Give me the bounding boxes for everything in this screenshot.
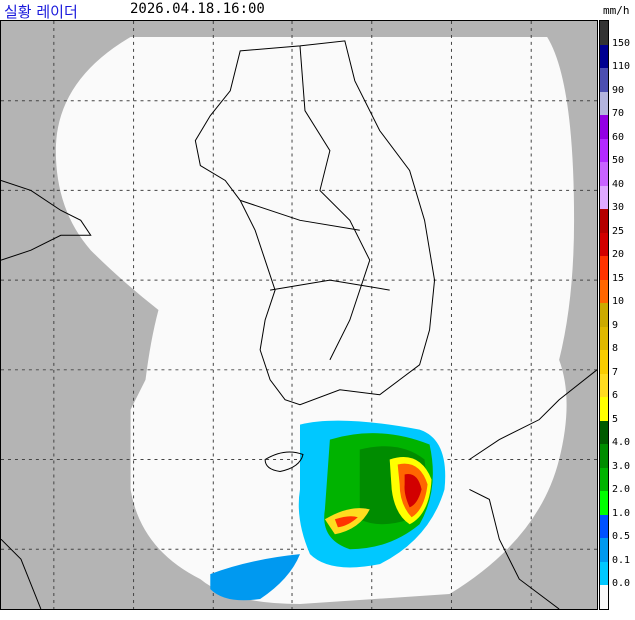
legend-swatch — [600, 514, 608, 539]
legend-swatch — [600, 420, 608, 445]
precipitation — [210, 420, 446, 601]
legend-label: 70 — [612, 108, 625, 120]
korean-peninsula — [194, 40, 436, 406]
legend-swatch — [600, 467, 608, 492]
legend-label: 20 — [612, 249, 625, 261]
legend-swatch — [600, 444, 608, 468]
legend-swatch — [600, 373, 608, 398]
legend-swatch — [600, 350, 608, 374]
legend-swatch — [600, 68, 608, 92]
legend-label: 60 — [612, 131, 625, 143]
unit-label: mm/h — [603, 4, 630, 17]
legend-label: 0.1 — [612, 554, 631, 566]
legend-swatch — [600, 397, 608, 421]
china-coast — [1, 179, 92, 609]
province-borders — [240, 45, 390, 361]
page-title: 실황 레이더 — [4, 3, 78, 21]
legend-label: 110 — [612, 61, 631, 73]
legend-label: 150 — [612, 37, 631, 49]
legend-swatch — [600, 232, 608, 257]
legend-swatch — [600, 44, 608, 69]
legend-swatch — [600, 326, 608, 351]
legend-swatch — [600, 115, 608, 139]
legend-label: 10 — [612, 296, 625, 308]
legend-label: 8 — [612, 343, 619, 355]
legend-swatch — [600, 185, 608, 210]
legend-label: 4.0 — [612, 437, 631, 449]
coastlines — [1, 40, 597, 609]
legend-label: 2.0 — [612, 484, 631, 496]
legend-swatch — [600, 209, 608, 233]
legend-swatch — [600, 491, 608, 515]
legend-swatch — [600, 303, 608, 327]
legend-swatch — [600, 538, 608, 562]
legend-swatch — [600, 21, 608, 45]
legend-swatch — [600, 585, 608, 609]
legend-swatch — [600, 561, 608, 586]
legend-label: 1.0 — [612, 507, 631, 519]
legend-swatch — [600, 162, 608, 186]
legend-label: 40 — [612, 178, 625, 190]
legend-label: 15 — [612, 272, 625, 284]
legend-swatch — [600, 256, 608, 280]
legend-label: 25 — [612, 225, 625, 237]
jeju-island — [264, 451, 304, 472]
radar-map — [0, 20, 598, 610]
japan-kyushu — [469, 369, 597, 609]
legend-label: 5 — [612, 413, 619, 425]
timestamp: 2026.04.18.16:00 — [130, 1, 265, 17]
legend-swatch — [600, 91, 608, 116]
legend-label: 30 — [612, 202, 625, 214]
legend-label: 7 — [612, 366, 619, 378]
legend-label: 6 — [612, 390, 619, 402]
legend-label: 3.0 — [612, 460, 631, 472]
legend-label: 90 — [612, 84, 625, 96]
legend-label: 0.5 — [612, 531, 631, 543]
legend-swatch — [600, 279, 608, 304]
legend-label: 50 — [612, 155, 625, 167]
grid-lines — [1, 21, 597, 609]
legend-swatch — [600, 138, 608, 163]
color-legend — [599, 20, 609, 610]
legend-label: 9 — [612, 319, 619, 331]
radar-coverage — [55, 36, 575, 605]
legend-label: 0.0 — [612, 578, 631, 590]
